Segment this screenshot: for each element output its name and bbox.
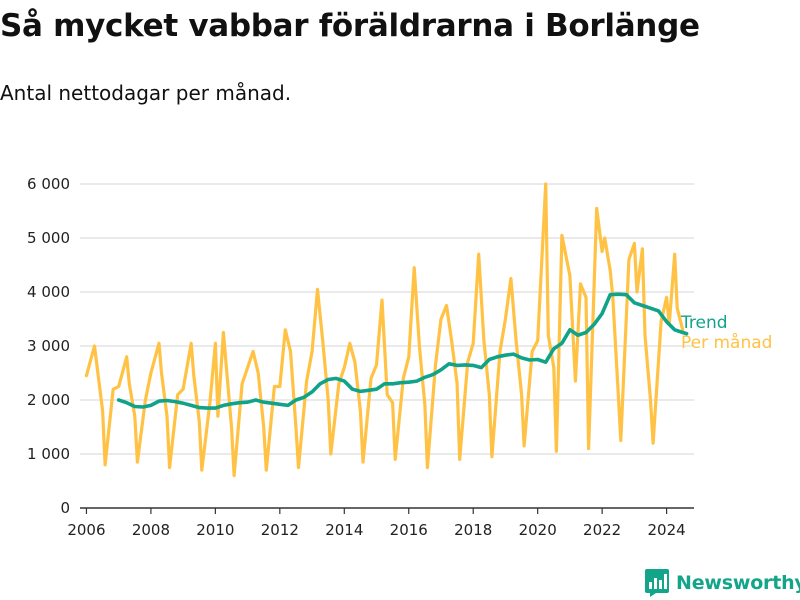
series-line-trend bbox=[116, 292, 689, 410]
grid-lines bbox=[80, 183, 694, 455]
chart-subtitle: Antal nettodagar per månad. bbox=[0, 81, 292, 105]
series-lines bbox=[84, 182, 689, 478]
y-tick-label-0: 0 bbox=[60, 499, 70, 517]
x-tick-label-2018: 2018 bbox=[454, 521, 492, 539]
x-tick-label-2014: 2014 bbox=[325, 521, 363, 539]
y-tick-label-6000: 6 000 bbox=[27, 175, 70, 193]
x-axis: 2006 2008 2010 2012 2014 2016 2018 2020 2022 2024 bbox=[67, 507, 694, 539]
chart-title: Så mycket vabbar föräldrarna i Borlänge bbox=[0, 8, 700, 44]
y-tick-label-4000: 4 000 bbox=[27, 283, 70, 301]
brand-name: Newsworthy bbox=[676, 572, 800, 594]
x-tick-label-2006: 2006 bbox=[67, 521, 105, 539]
x-tick-label-2022: 2022 bbox=[583, 521, 621, 539]
x-tick-label-2012: 2012 bbox=[261, 521, 299, 539]
series-line-per-manad bbox=[84, 182, 685, 478]
y-tick-label-2000: 2 000 bbox=[27, 391, 70, 409]
x-tick-label-2010: 2010 bbox=[196, 521, 234, 539]
brand-logo: Newsworthy bbox=[644, 566, 800, 600]
newsworthy-logo-icon bbox=[645, 569, 669, 597]
x-tick-label-2020: 2020 bbox=[519, 521, 557, 539]
x-tick-label-2016: 2016 bbox=[390, 521, 428, 539]
legend-label-per-manad: Per månad bbox=[681, 332, 772, 353]
y-tick-label-5000: 5 000 bbox=[27, 229, 70, 247]
x-tick-label-2008: 2008 bbox=[132, 521, 170, 539]
x-tick-label-2024: 2024 bbox=[648, 521, 686, 539]
y-tick-label-1000: 1 000 bbox=[27, 445, 70, 463]
legend-label-trend: Trend bbox=[680, 313, 728, 333]
y-axis: 0 1 000 2 000 3 000 4 000 5 000 6 000 bbox=[27, 175, 70, 517]
y-tick-label-3000: 3 000 bbox=[27, 337, 70, 355]
